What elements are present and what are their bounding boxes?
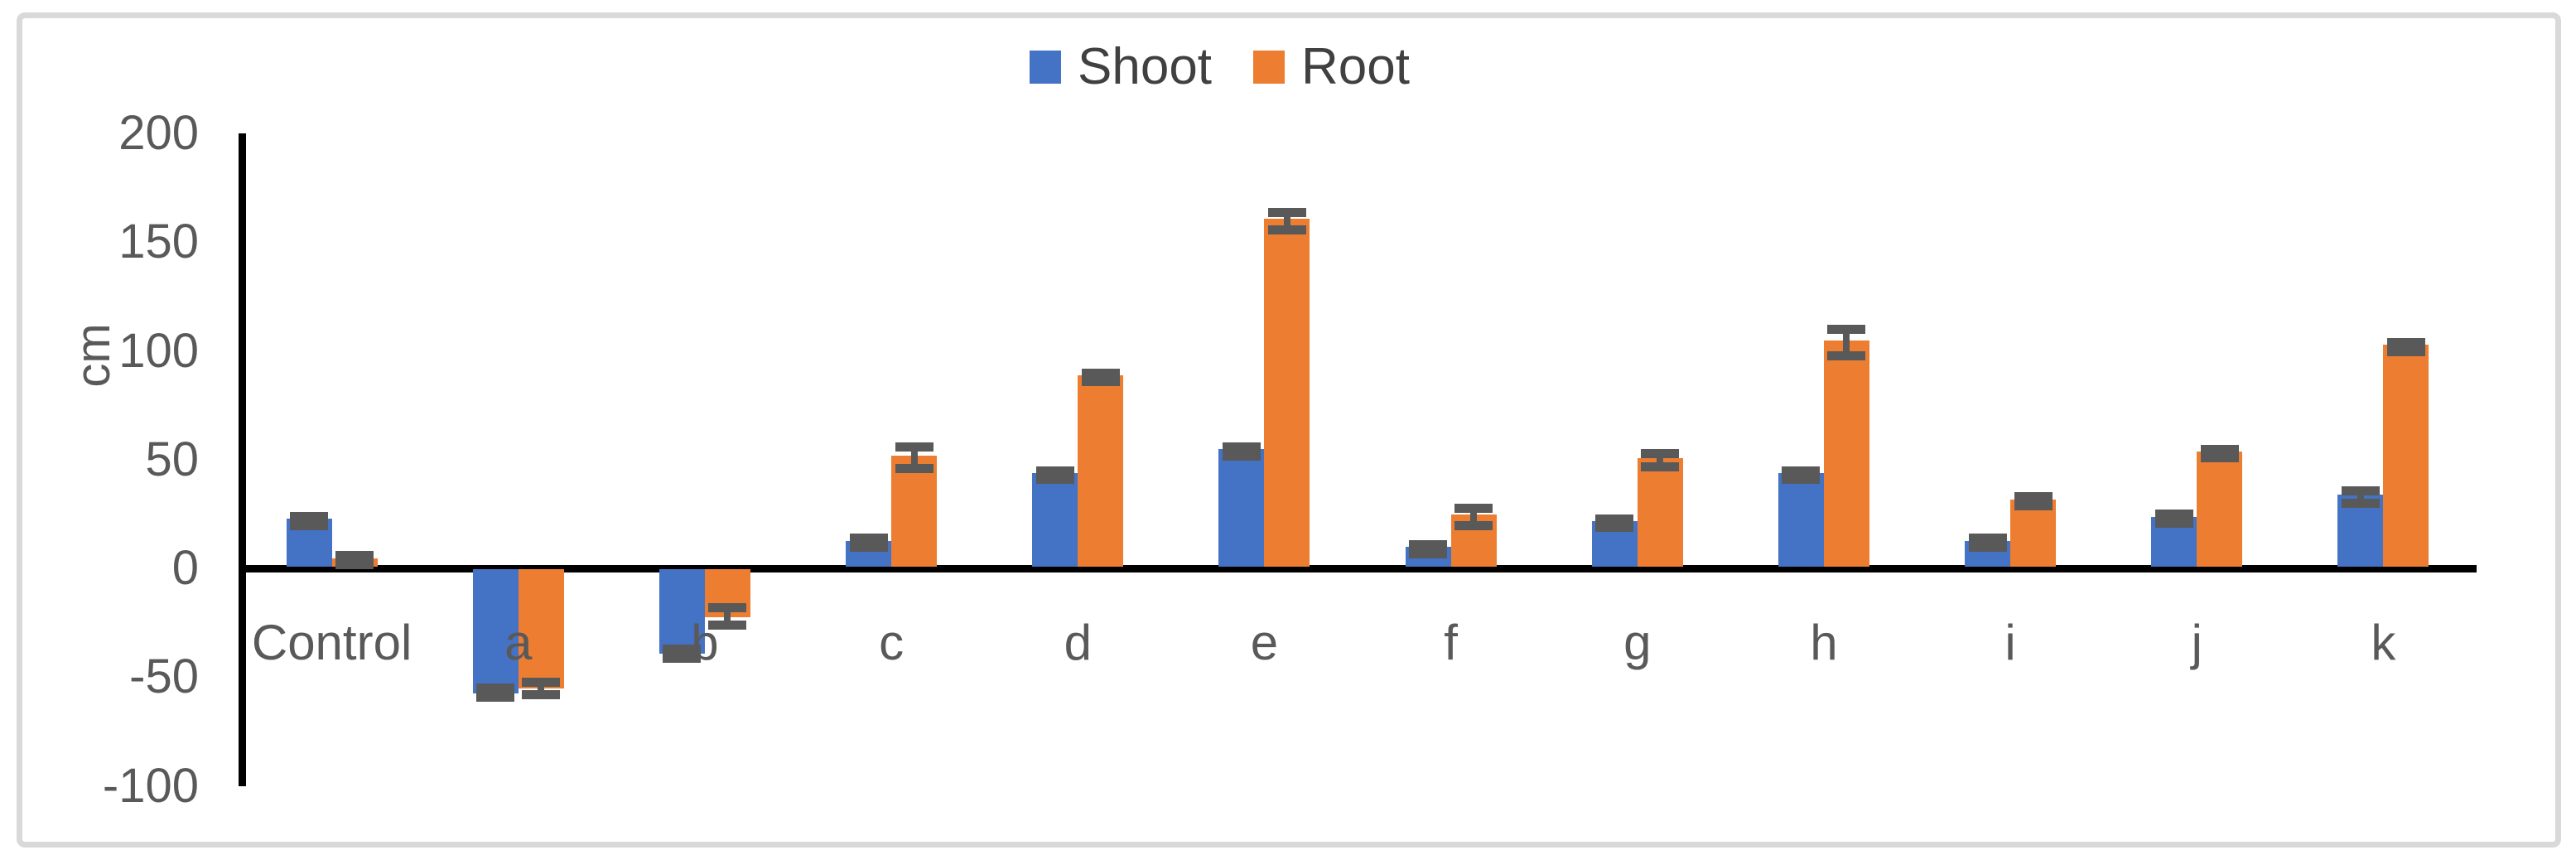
error-cap-top-shoot-b — [663, 645, 702, 655]
chart-legend: Shoot Root — [1030, 41, 1410, 93]
error-cap-bottom-shoot-f — [1409, 548, 1448, 558]
y-tick-label: -50 — [129, 650, 199, 704]
error-cap-top-shoot-j — [2154, 510, 2193, 519]
error-cap-bottom-shoot-b — [663, 653, 702, 663]
x-category-label-f: f — [1444, 615, 1458, 670]
error-cap-bottom-shoot-k — [2341, 499, 2380, 509]
error-cap-top-shoot-Control — [290, 512, 329, 521]
error-cap-bottom-shoot-i — [1968, 542, 2007, 552]
error-cap-top-root-e — [1267, 207, 1306, 217]
error-cap-top-root-c — [895, 442, 933, 452]
error-cap-bottom-root-a — [522, 690, 561, 700]
error-cap-bottom-shoot-e — [1222, 451, 1261, 461]
error-cap-top-root-b — [708, 603, 747, 613]
x-category-label-Control: Control — [251, 615, 412, 670]
error-cap-bottom-root-f — [1454, 520, 1493, 530]
error-cap-top-root-h — [1827, 325, 1866, 335]
error-cap-top-shoot-h — [1782, 466, 1821, 476]
error-cap-bottom-root-e — [1267, 225, 1306, 234]
x-category-label-i: i — [2004, 615, 2016, 670]
bar-shoot-b — [658, 569, 705, 655]
legend-item-shoot: Shoot — [1030, 41, 1212, 93]
error-whisker-root-e — [1283, 211, 1290, 229]
error-whisker-root-f — [1470, 507, 1478, 525]
bar-root-d — [1078, 375, 1124, 567]
y-tick-label: 200 — [118, 106, 199, 160]
error-cap-bottom-root-b — [708, 621, 747, 630]
bar-root-j — [2197, 451, 2243, 567]
x-axis-line — [239, 565, 2477, 572]
error-cap-bottom-shoot-a — [476, 692, 515, 702]
x-category-label-j: j — [2191, 615, 2202, 670]
x-category-label-a: a — [504, 615, 533, 670]
error-whisker-root-h — [1843, 329, 1850, 355]
y-tick-label: 50 — [145, 432, 199, 486]
error-cap-bottom-shoot-h — [1782, 475, 1821, 485]
error-cap-top-root-d — [1081, 368, 1120, 378]
error-cap-bottom-shoot-c — [849, 542, 888, 552]
bar-shoot-e — [1218, 449, 1265, 567]
error-whisker-shoot-k — [2357, 490, 2364, 504]
error-cap-bottom-root-i — [2014, 500, 2053, 510]
error-cap-bottom-root-Control — [335, 559, 374, 569]
root-legend-label: Root — [1301, 38, 1410, 95]
legend-item-root: Root — [1253, 41, 1410, 93]
error-cap-top-root-k — [2386, 338, 2425, 347]
error-cap-top-shoot-c — [849, 534, 888, 543]
error-cap-top-shoot-g — [1595, 514, 1634, 524]
bar-root-h — [1823, 341, 1869, 567]
error-cap-top-root-f — [1454, 503, 1493, 513]
y-axis-line — [239, 133, 246, 786]
error-cap-bottom-root-c — [895, 464, 933, 474]
bar-root-a — [518, 569, 564, 689]
error-cap-bottom-root-h — [1827, 350, 1866, 360]
x-category-label-d: d — [1064, 615, 1092, 670]
x-category-label-e: e — [1250, 615, 1279, 670]
error-cap-top-root-a — [522, 677, 561, 687]
error-cap-top-shoot-k — [2341, 485, 2380, 495]
error-cap-top-shoot-e — [1222, 442, 1261, 452]
error-cap-bottom-root-k — [2386, 346, 2425, 356]
error-cap-top-root-Control — [335, 551, 374, 561]
error-whisker-root-g — [1657, 452, 1664, 466]
error-cap-top-shoot-a — [476, 684, 515, 693]
bar-shoot-a — [472, 569, 519, 693]
error-cap-bottom-root-j — [2200, 453, 2239, 463]
bar-root-g — [1637, 457, 1683, 567]
error-cap-top-root-g — [1641, 448, 1680, 458]
error-cap-top-root-i — [2014, 492, 2053, 502]
x-category-label-g: g — [1623, 615, 1652, 670]
root-legend-swatch — [1253, 51, 1286, 84]
y-tick-label: 100 — [118, 323, 199, 378]
error-cap-bottom-shoot-Control — [290, 520, 329, 530]
error-cap-bottom-shoot-j — [2154, 518, 2193, 528]
x-category-label-k: k — [2371, 615, 2396, 670]
error-cap-bottom-root-d — [1081, 377, 1120, 387]
error-cap-top-shoot-i — [1968, 534, 2007, 543]
bar-shoot-h — [1778, 473, 1824, 567]
y-tick-label: 150 — [118, 215, 199, 269]
error-cap-bottom-root-g — [1641, 461, 1680, 471]
error-whisker-root-b — [724, 607, 731, 626]
shoot-legend-label: Shoot — [1078, 38, 1213, 95]
error-cap-top-root-j — [2200, 444, 2239, 454]
shoot-legend-swatch — [1030, 51, 1061, 84]
bar-root-k — [2383, 345, 2429, 567]
bar-shoot-d — [1032, 473, 1078, 567]
bar-root-i — [2010, 499, 2057, 567]
error-whisker-root-a — [538, 681, 545, 695]
error-cap-bottom-shoot-g — [1595, 523, 1634, 533]
y-tick-label: -100 — [102, 758, 199, 813]
error-cap-top-shoot-d — [1035, 466, 1074, 476]
error-cap-bottom-shoot-d — [1035, 475, 1074, 485]
error-cap-top-shoot-f — [1409, 540, 1448, 550]
bar-root-e — [1264, 219, 1310, 567]
x-category-label-c: c — [879, 615, 904, 670]
y-tick-label: 0 — [171, 541, 199, 595]
error-whisker-root-c — [910, 447, 918, 469]
x-category-label-h: h — [1810, 615, 1838, 670]
bar-root-c — [891, 456, 938, 567]
